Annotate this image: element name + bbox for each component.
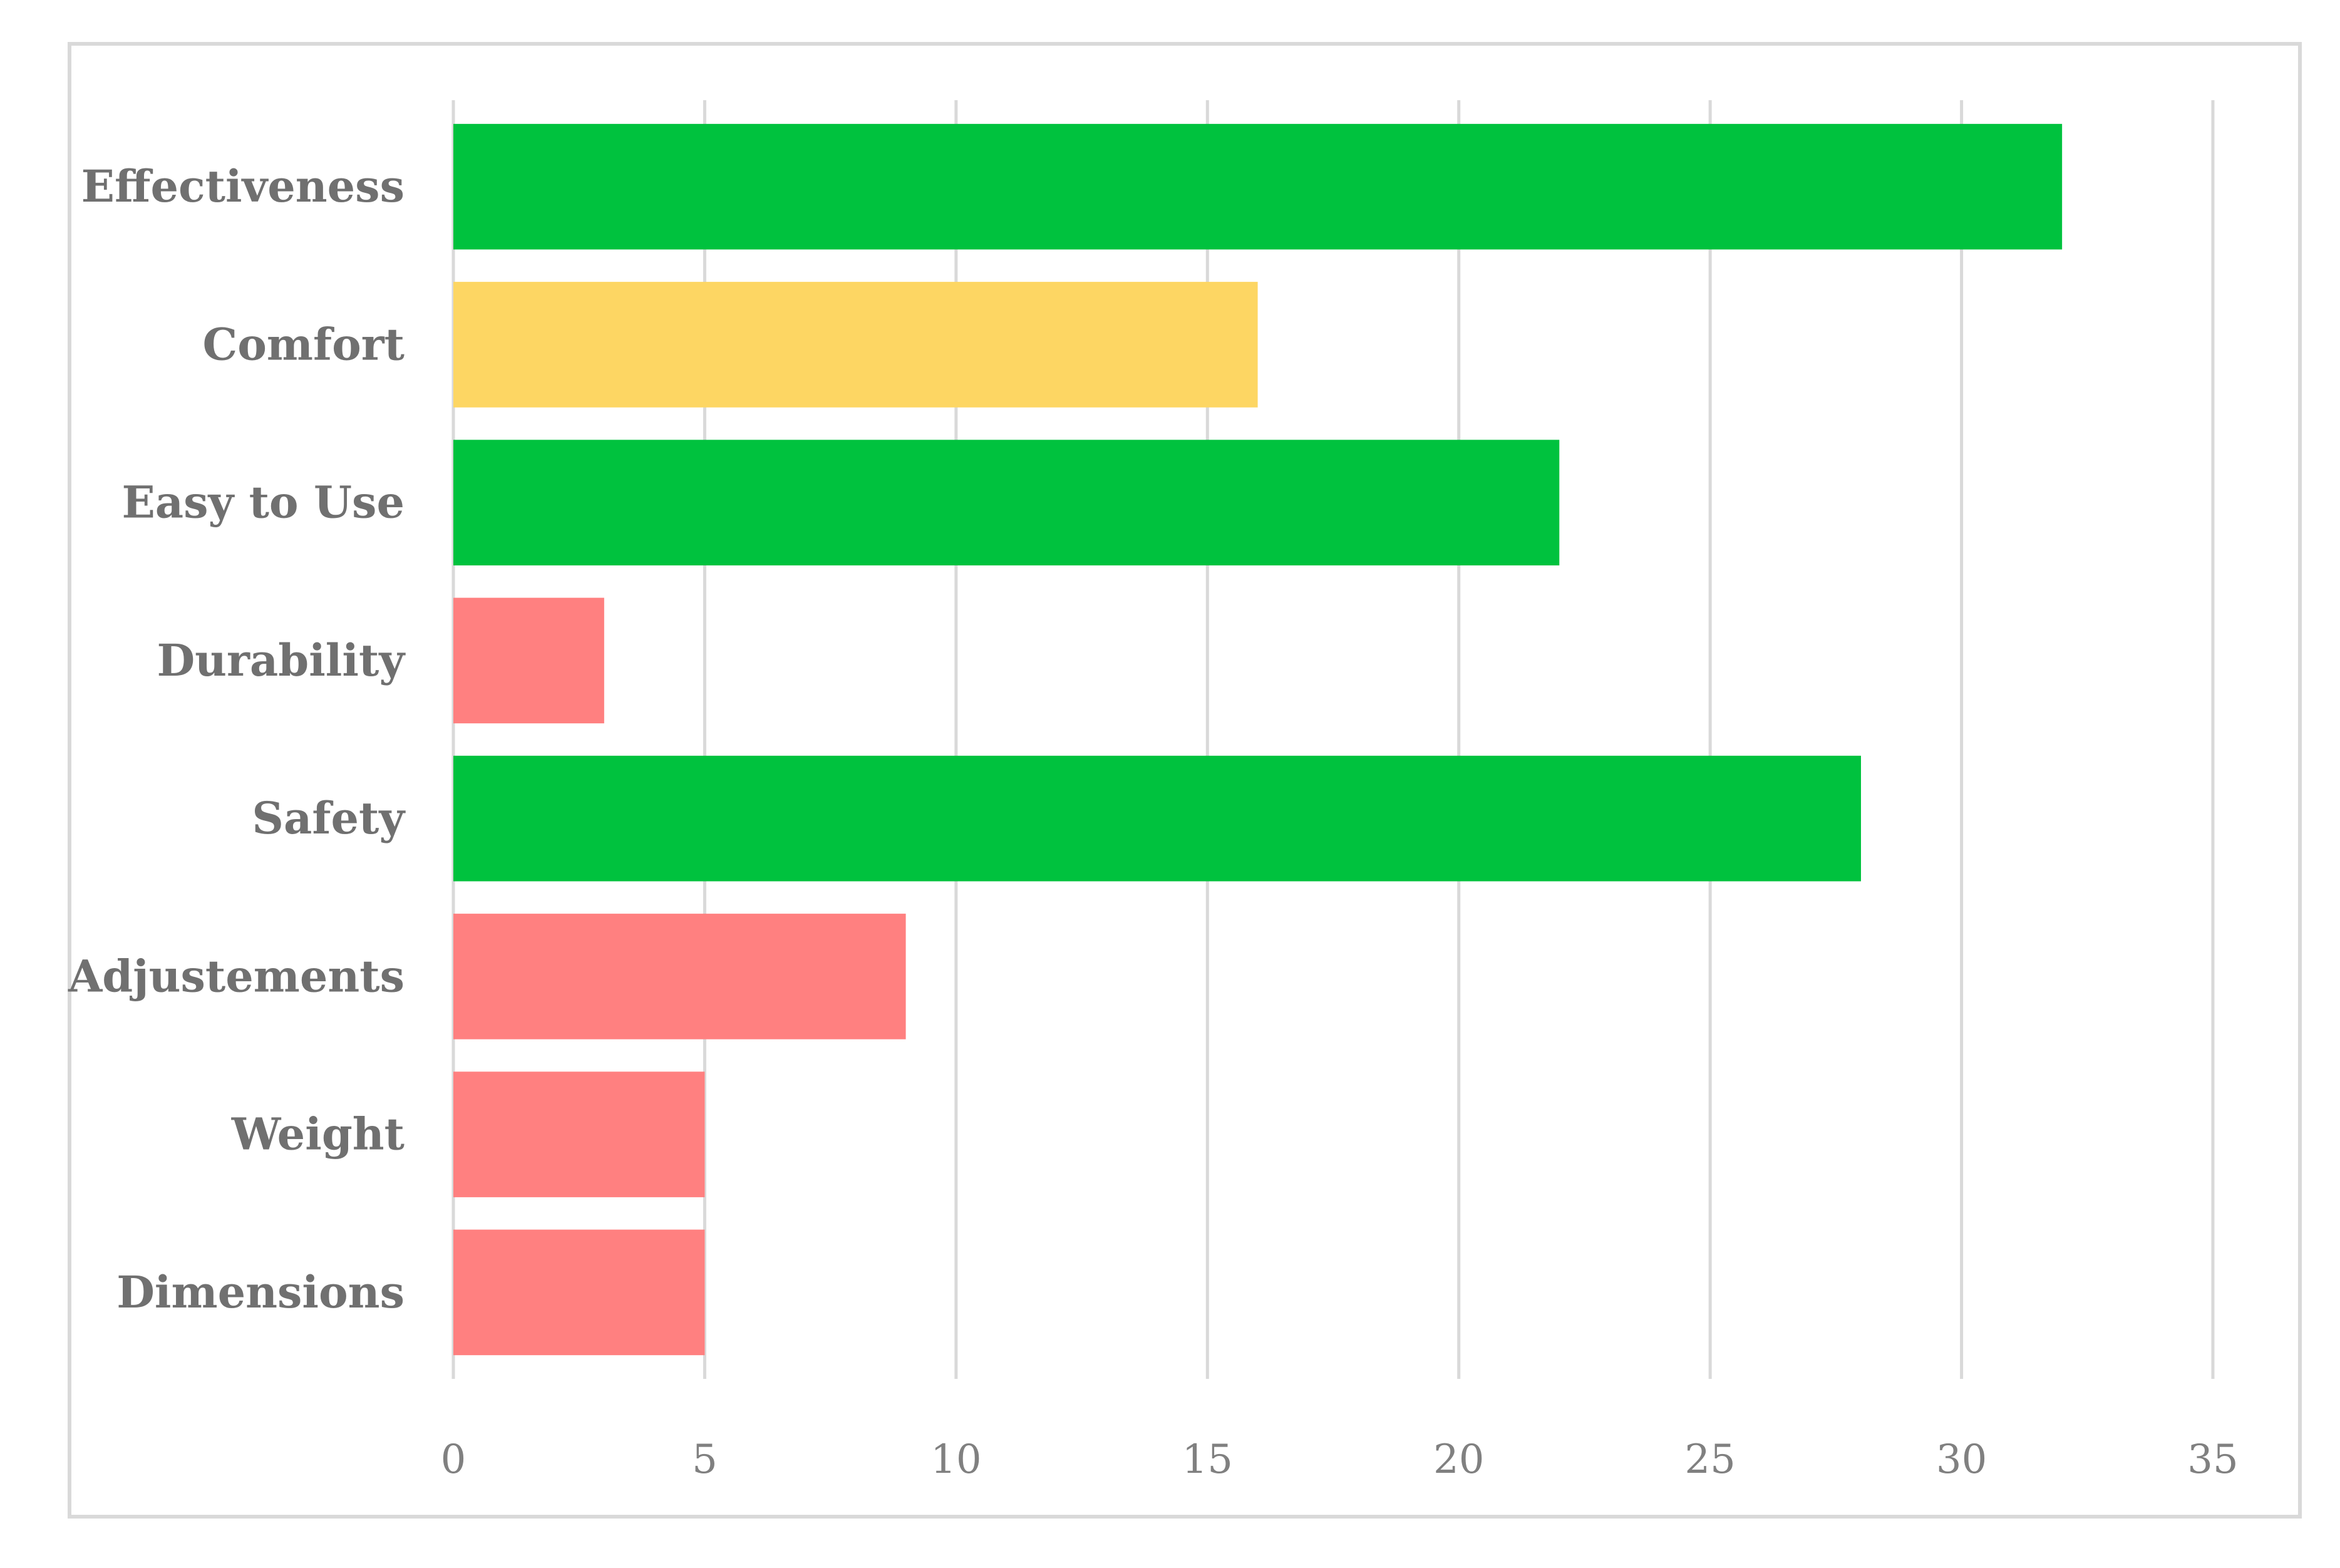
category-label: Effectiveness — [81, 160, 405, 212]
bars — [453, 123, 2063, 1356]
x-tick-labels: 0 5 10 15 20 25 30 35 — [441, 1436, 2239, 1483]
x-tick-label: 35 — [2187, 1436, 2238, 1483]
category-label: Adjustements — [68, 950, 405, 1002]
bar-safety — [453, 755, 1861, 882]
x-tick-label: 10 — [930, 1436, 981, 1483]
x-tick-label: 30 — [1936, 1436, 1987, 1483]
category-label: Safety — [252, 792, 406, 844]
category-label: Easy to Use — [121, 477, 405, 529]
bar-adjustements — [453, 914, 906, 1039]
bar-comfort — [453, 282, 1258, 408]
bar-durability — [453, 597, 604, 724]
x-tick-label: 20 — [1433, 1436, 1484, 1483]
x-tick-label: 25 — [1684, 1436, 1735, 1483]
x-tick-label: 15 — [1182, 1436, 1233, 1483]
bar-effectiveness — [453, 123, 2063, 250]
x-tick-label: 5 — [692, 1436, 718, 1483]
category-label: Dimensions — [116, 1266, 405, 1318]
category-label: Durability — [157, 634, 406, 686]
bar-easy-to-use — [453, 440, 1560, 565]
bar-weight — [453, 1071, 705, 1197]
x-tick-label: 0 — [441, 1436, 466, 1483]
bar-dimensions — [453, 1229, 705, 1356]
category-label: Comfort — [203, 318, 405, 370]
category-label: Weight — [231, 1108, 405, 1160]
category-labels: Effectiveness Comfort Easy to Use Durabilit… — [68, 160, 406, 1318]
